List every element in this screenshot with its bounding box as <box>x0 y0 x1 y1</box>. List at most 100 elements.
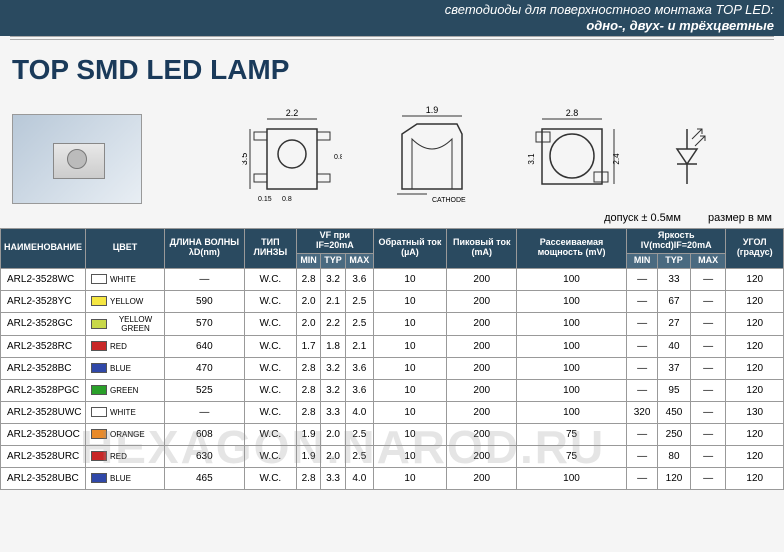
cell-pd: 75 <box>517 423 627 445</box>
header-line1: светодиоды для поверхностного монтажа TO… <box>0 2 774 18</box>
cell-iv-max: — <box>690 290 726 312</box>
th-iv-typ: TYP <box>658 253 690 268</box>
cell-ir: 10 <box>373 423 447 445</box>
cell-iv-min: — <box>626 467 657 489</box>
cell-vf-typ: 3.2 <box>321 379 346 401</box>
cell-iv-typ: 120 <box>658 467 690 489</box>
cell-iv-typ: 80 <box>658 445 690 467</box>
cell-iv-min: — <box>626 268 657 290</box>
cell-iv-typ: 67 <box>658 290 690 312</box>
cell-vf-min: 1.7 <box>297 335 321 357</box>
spec-table-wrap: НАИМЕНОВАНИЕ ЦВЕТ ДЛИНА ВОЛНЫ λD(nm) ТИП… <box>0 228 784 490</box>
table-row: ARL2-3528URCRED630W.C.1.92.02.51020075—8… <box>1 445 784 467</box>
cell-ip: 200 <box>447 423 517 445</box>
front-view-drawing: 2.2 3.5 0.15 0.8 0.8 <box>242 104 342 204</box>
cell-wl: 470 <box>165 357 245 379</box>
cell-vf-min: 2.8 <box>297 357 321 379</box>
cell-iv-max: — <box>690 423 726 445</box>
tolerance-note: допуск ± 0.5мм размер в мм <box>0 212 784 228</box>
cell-vf-max: 3.6 <box>346 268 374 290</box>
cell-lens: W.C. <box>244 335 296 357</box>
cell-wl: 608 <box>165 423 245 445</box>
svg-text:3.1: 3.1 <box>527 153 536 165</box>
cell-angle: 120 <box>726 423 784 445</box>
table-row: ARL2-3528UOCORANGE608W.C.1.92.02.5102007… <box>1 423 784 445</box>
cell-color: ORANGE <box>86 423 165 445</box>
cell-ip: 200 <box>447 335 517 357</box>
cell-vf-max: 3.6 <box>346 379 374 401</box>
cell-angle: 130 <box>726 401 784 423</box>
cell-lens: W.C. <box>244 357 296 379</box>
cell-vf-min: 1.9 <box>297 423 321 445</box>
cell-angle: 120 <box>726 379 784 401</box>
cell-ir: 10 <box>373 268 447 290</box>
table-row: ARL2-3528BCBLUE470W.C.2.83.23.610200100—… <box>1 357 784 379</box>
cell-wl: — <box>165 268 245 290</box>
cell-iv-max: — <box>690 379 726 401</box>
svg-text:2.8: 2.8 <box>566 108 579 118</box>
cell-wl: 630 <box>165 445 245 467</box>
cell-name: ARL2-3528WC <box>1 268 86 290</box>
cell-lens: W.C. <box>244 379 296 401</box>
cell-name: ARL2-3528URC <box>1 445 86 467</box>
th-iv-max: MAX <box>690 253 726 268</box>
cell-name: ARL2-3528GC <box>1 312 86 335</box>
cell-name: ARL2-3528BC <box>1 357 86 379</box>
cell-vf-typ: 3.2 <box>321 268 346 290</box>
cell-iv-min: — <box>626 290 657 312</box>
cell-vf-min: 2.8 <box>297 401 321 423</box>
cell-vf-max: 2.1 <box>346 335 374 357</box>
header-bar: светодиоды для поверхностного монтажа TO… <box>0 0 784 36</box>
cell-vf-typ: 2.2 <box>321 312 346 335</box>
cell-angle: 120 <box>726 290 784 312</box>
cell-color: RED <box>86 445 165 467</box>
cell-iv-max: — <box>690 335 726 357</box>
diagram-row: 2.2 3.5 0.15 0.8 0.8 1.9 CATHODE <box>0 92 784 212</box>
cell-lens: W.C. <box>244 467 296 489</box>
cell-iv-typ: 250 <box>658 423 690 445</box>
cell-name: ARL2-3528UBC <box>1 467 86 489</box>
cell-angle: 120 <box>726 335 784 357</box>
cell-iv-min: — <box>626 379 657 401</box>
product-photo <box>12 114 142 204</box>
cell-ip: 200 <box>447 290 517 312</box>
th-color: ЦВЕТ <box>86 229 165 269</box>
table-row: ARL2-3528PGCGREEN525W.C.2.83.23.61020010… <box>1 379 784 401</box>
svg-text:2.4: 2.4 <box>612 153 621 165</box>
th-vf-group: VF при IF=20mA <box>297 229 374 254</box>
th-wavelength: ДЛИНА ВОЛНЫ λD(nm) <box>165 229 245 269</box>
spec-table: НАИМЕНОВАНИЕ ЦВЕТ ДЛИНА ВОЛНЫ λD(nm) ТИП… <box>0 228 784 490</box>
cell-vf-typ: 2.0 <box>321 423 346 445</box>
cell-angle: 120 <box>726 445 784 467</box>
cell-color: YELLOW <box>86 290 165 312</box>
cell-color: WHITE <box>86 401 165 423</box>
cell-name: ARL2-3528RC <box>1 335 86 357</box>
cell-vf-max: 4.0 <box>346 401 374 423</box>
cell-name: ARL2-3528PGC <box>1 379 86 401</box>
cell-ip: 200 <box>447 445 517 467</box>
cell-pd: 100 <box>517 335 627 357</box>
svg-text:3.5: 3.5 <box>242 153 249 166</box>
cell-iv-min: — <box>626 423 657 445</box>
cell-ir: 10 <box>373 467 447 489</box>
cell-color: YELLOW GREEN <box>86 312 165 335</box>
th-lens: ТИП ЛИНЗЫ <box>244 229 296 269</box>
cell-iv-min: — <box>626 357 657 379</box>
th-iv-group: Яркость IV(mcd)IF=20mA <box>626 229 726 254</box>
cell-ip: 200 <box>447 268 517 290</box>
top-view-drawing: 2.8 2.4 3.1 <box>522 104 622 204</box>
cell-ir: 10 <box>373 335 447 357</box>
th-angle: УГОЛ (градус) <box>726 229 784 269</box>
cell-vf-max: 2.5 <box>346 290 374 312</box>
cell-iv-min: 320 <box>626 401 657 423</box>
cell-color: WHITE <box>86 268 165 290</box>
th-ip: Пиковый ток (mA) <box>447 229 517 269</box>
cell-vf-min: 2.8 <box>297 268 321 290</box>
cell-angle: 120 <box>726 467 784 489</box>
cell-iv-max: — <box>690 268 726 290</box>
page: светодиоды для поверхностного монтажа TO… <box>0 0 784 490</box>
th-ir: Обратный ток (µA) <box>373 229 447 269</box>
cell-iv-typ: 27 <box>658 312 690 335</box>
th-vf-min: MIN <box>297 253 321 268</box>
table-row: ARL2-3528YCYELLOW590W.C.2.02.12.51020010… <box>1 290 784 312</box>
